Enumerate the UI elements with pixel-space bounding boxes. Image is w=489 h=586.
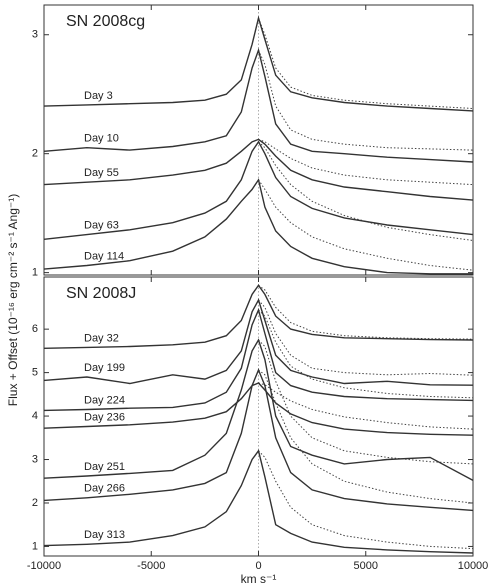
series-label: Day 10 <box>84 133 119 145</box>
series-label: Day 313 <box>84 529 125 541</box>
blue-side-mirror <box>258 450 474 550</box>
blue-side-mirror <box>258 141 474 241</box>
spectrum-line <box>43 140 474 240</box>
blue-side-mirror <box>258 179 474 271</box>
spectrum-line <box>43 284 474 349</box>
blue-side-mirror <box>258 339 474 465</box>
x-tick-label: -10000 <box>27 560 61 572</box>
y-tick-label: 1 <box>32 267 38 279</box>
x-tick-label: 10000 <box>458 560 489 572</box>
spectrum-line <box>43 298 474 386</box>
spectrum-line <box>43 47 474 163</box>
y-tick-label: 4 <box>32 410 38 422</box>
y-axis-label: Flux + Offset (10⁻¹⁶ erg cm⁻² s⁻¹ Ang⁻¹) <box>6 194 20 406</box>
panel-title: SN 2008cg <box>66 13 145 30</box>
series-label: Day 3 <box>84 90 113 102</box>
series-label: Day 224 <box>84 394 125 406</box>
y-tick-label: 3 <box>32 453 38 465</box>
series-label: Day 114 <box>84 250 124 262</box>
y-tick-label: 6 <box>32 323 38 335</box>
y-tick-label: 2 <box>32 148 38 160</box>
series-label: Day 199 <box>84 362 125 374</box>
blue-side-mirror <box>258 284 474 340</box>
spectrum-line <box>43 368 474 512</box>
blue-side-mirror <box>258 49 474 151</box>
spectrum-line <box>43 449 474 554</box>
series-label: Day 63 <box>84 219 119 231</box>
series-label: Day 32 <box>84 332 119 344</box>
blue-side-mirror <box>258 309 474 399</box>
blue-side-mirror <box>258 299 474 376</box>
spectrum-line <box>43 338 474 482</box>
x-tick-label: 5000 <box>354 560 378 572</box>
x-tick-label: 0 <box>255 560 261 572</box>
y-tick-label: 3 <box>32 29 38 41</box>
series-label: Day 266 <box>84 483 125 495</box>
blue-side-mirror <box>258 17 474 109</box>
y-tick-label: 2 <box>32 497 38 509</box>
spectrum-line <box>43 15 474 112</box>
y-tick-label: 1 <box>32 540 38 552</box>
series-label: Day 236 <box>84 411 125 423</box>
panel-title: SN 2008J <box>66 285 136 302</box>
blue-side-mirror <box>258 369 474 504</box>
blue-side-mirror <box>258 138 474 186</box>
series-label: Day 55 <box>84 167 119 179</box>
spectrum-line <box>43 178 473 275</box>
x-axis-label: km s⁻¹ <box>241 572 277 586</box>
y-tick-label: 5 <box>32 367 38 379</box>
x-tick-label: -5000 <box>137 560 165 572</box>
spectrum-line <box>43 382 474 436</box>
blue-side-mirror <box>258 382 474 430</box>
spectrum-line <box>43 138 474 201</box>
series-label: Day 251 <box>84 461 125 473</box>
spectrum-line <box>43 307 474 412</box>
